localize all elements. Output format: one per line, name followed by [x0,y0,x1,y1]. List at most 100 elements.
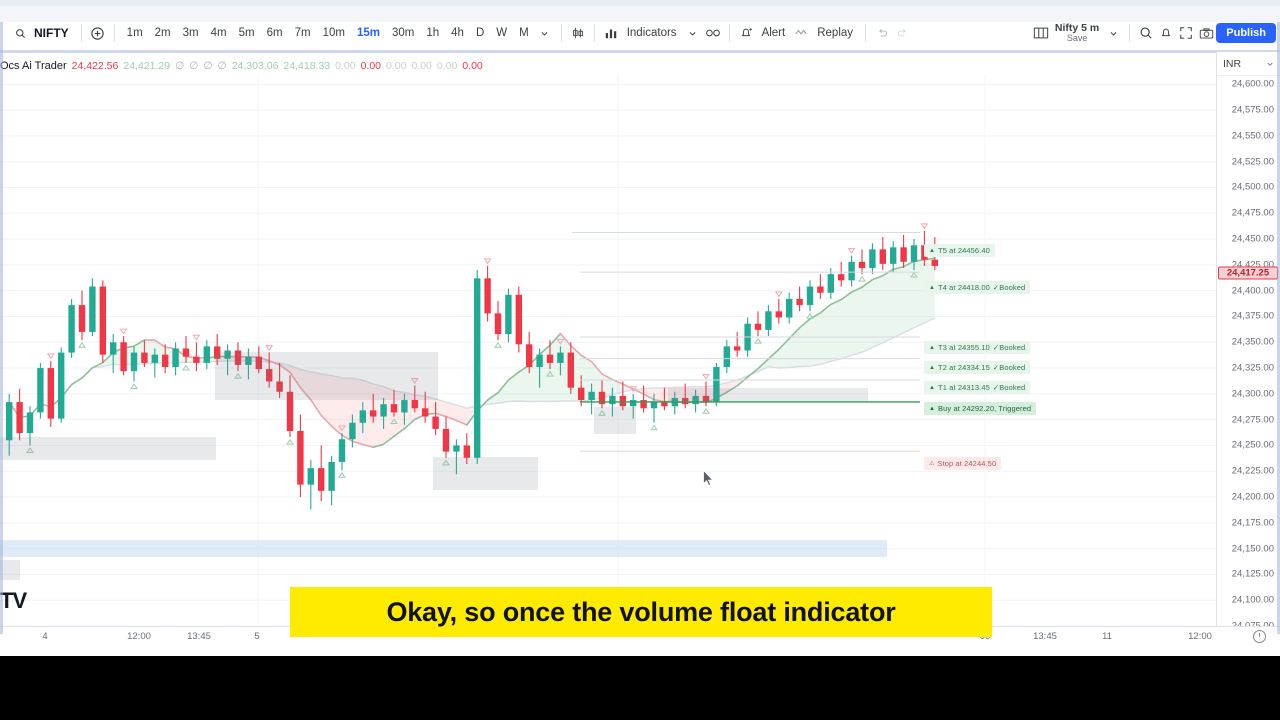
replay-icon[interactable] [791,23,811,43]
signal-status: ✓Booked [992,283,1026,292]
signal-t5[interactable]: ▲ T5 at 24456.40 [924,244,995,257]
layout-title: Nifty 5 m [1054,22,1100,34]
indicators-button[interactable]: Indicators [626,27,677,39]
chevron-down-icon[interactable] [535,23,555,43]
price-tick: 24,400.00 [1231,285,1274,297]
triangle-up-icon: ▲ [929,364,936,371]
chart-toolbar: NIFTY 1m 2m 3m 4m 5m 6m 7m 10m 15m 30m 1… [0,22,1280,52]
alert-button[interactable]: Alert [761,27,786,39]
legend-value: ∅ [203,60,213,72]
timeframe-2m[interactable]: 2m [154,27,171,39]
price-tick: 24,425.00 [1231,259,1274,271]
search-icon [10,23,30,43]
timeframe-6m[interactable]: 6m [266,27,283,39]
timeframe-d[interactable]: D [475,27,485,39]
timeframe-4h[interactable]: 4h [451,27,464,39]
price-tick: 24,175.00 [1231,517,1274,529]
undo-icon[interactable] [872,23,892,43]
triangle-up-icon: ▲ [929,405,936,412]
symbol-label: NIFTY [34,26,69,40]
toolbar-underline [0,50,1280,53]
time-tick: 5 [254,631,260,642]
subtitle-caption: Okay, so once the volume float indicator [290,587,992,637]
legend-value: 0.00 [386,60,407,72]
candles-icon[interactable] [568,23,588,43]
legend-value: 0.00 [411,60,432,72]
legend-value: 0.00 [462,60,483,72]
signal-t1[interactable]: ▲ T1 at 24313.45 ✓Booked [924,381,1031,394]
save-label: Save [1066,32,1088,43]
publish-button[interactable]: Publish [1216,23,1276,43]
mouse-cursor [703,470,714,487]
bell-icon[interactable] [1156,23,1176,43]
currency-label: INR [1223,57,1242,70]
time-tick: 11 [1102,631,1112,642]
signal-t4[interactable]: ▲ T4 at 24418.00 ✓Booked [924,281,1031,294]
price-tick: 24,350.00 [1231,336,1274,348]
price-scale[interactable]: INR 24,600.00 24,575.00 24,550.00 24,525.00… [1216,52,1280,632]
price-tick: 24,200.00 [1231,491,1274,503]
chevron-down-icon [1267,62,1273,66]
candlestick-chart [0,74,1216,626]
price-tick: 24,525.00 [1231,156,1274,168]
templates-icon[interactable] [703,23,723,43]
timeframe-w[interactable]: W [496,27,508,39]
last-price-badge: 24,417.25 [1218,266,1278,280]
clock-icon[interactable] [1253,630,1266,643]
currency-selector[interactable]: INR [1217,52,1280,76]
signal-buy[interactable]: ▲ Buy at 24292.20, Triggered [924,402,1037,415]
divider [1129,24,1131,42]
price-tick: 24,225.00 [1231,465,1274,477]
legend-value: ∅ [175,60,185,72]
signal-t2[interactable]: ▲ T2 at 24334.15 ✓Booked [924,361,1031,374]
search-icon[interactable] [1136,23,1156,43]
timeframe-1m[interactable]: 1m [126,27,143,39]
timeframe-4m[interactable]: 4m [210,27,227,39]
price-tick: 24,100.00 [1231,594,1274,606]
timeframe-3m[interactable]: 3m [182,27,199,39]
divider [560,24,562,42]
timeframe-5m[interactable]: 5m [238,27,255,39]
snapshot-icon[interactable] [1196,23,1216,43]
alert-bell-icon[interactable] [736,23,756,43]
fullscreen-icon[interactable] [1176,23,1196,43]
timeframe-7m[interactable]: 7m [294,27,311,39]
indicators-icon[interactable] [601,23,621,43]
plus-circle-icon[interactable] [88,23,108,43]
time-tick: 13:45 [187,631,211,642]
symbol-button[interactable]: NIFTY [4,23,75,43]
legend-indicator-name: Ocs Ai Trader [0,60,67,72]
triangle-up-icon: ▲ [929,344,936,351]
timeframe-1h[interactable]: 1h [426,27,440,39]
save-layout-button[interactable]: Nifty 5 m Save [1051,22,1103,43]
chart-legend[interactable]: Ocs Ai Trader 24,422.56 24,421.29 ∅ ∅ ∅ … [0,58,483,74]
legend-value: 24,418.33 [283,60,331,72]
price-tick: 24,150.00 [1231,543,1274,555]
replay-button[interactable]: Replay [817,27,854,39]
divider [865,24,867,42]
redo-icon[interactable] [892,23,912,43]
triangle-up-icon: ▲ [929,384,936,391]
time-tick: 12:00 [127,631,151,642]
price-tick: 24,300.00 [1231,388,1274,400]
time-tick: 12:00 [1188,631,1212,642]
entry-zone [668,388,868,402]
timeframe-15m[interactable]: 15m [356,27,380,39]
timeframe-m[interactable]: M [519,27,529,39]
timeframe-30m[interactable]: 30m [391,27,415,39]
price-tick: 24,325.00 [1231,362,1274,374]
timeframe-10m[interactable]: 10m [322,27,345,39]
signal-stop[interactable]: ⚠ Stop at 24244.50 [924,457,1002,470]
demand-zone-2 [433,457,538,490]
legend-value: 24,421.29 [123,60,171,72]
video-bottom-bar [0,656,1280,720]
price-tick: 24,250.00 [1231,439,1274,451]
chevron-down-icon[interactable] [683,23,703,43]
signal-label: T5 at 24456.40 [938,246,990,255]
layouts-icon[interactable] [1031,23,1051,43]
signal-t3[interactable]: ▲ T3 at 24355.10 ✓Booked [924,341,1031,354]
chevron-down-icon[interactable] [1103,23,1123,43]
signal-label: T2 at 24334.15 [938,363,990,372]
legend-value: 24,422.56 [71,60,119,72]
volume-float-band [0,540,887,557]
